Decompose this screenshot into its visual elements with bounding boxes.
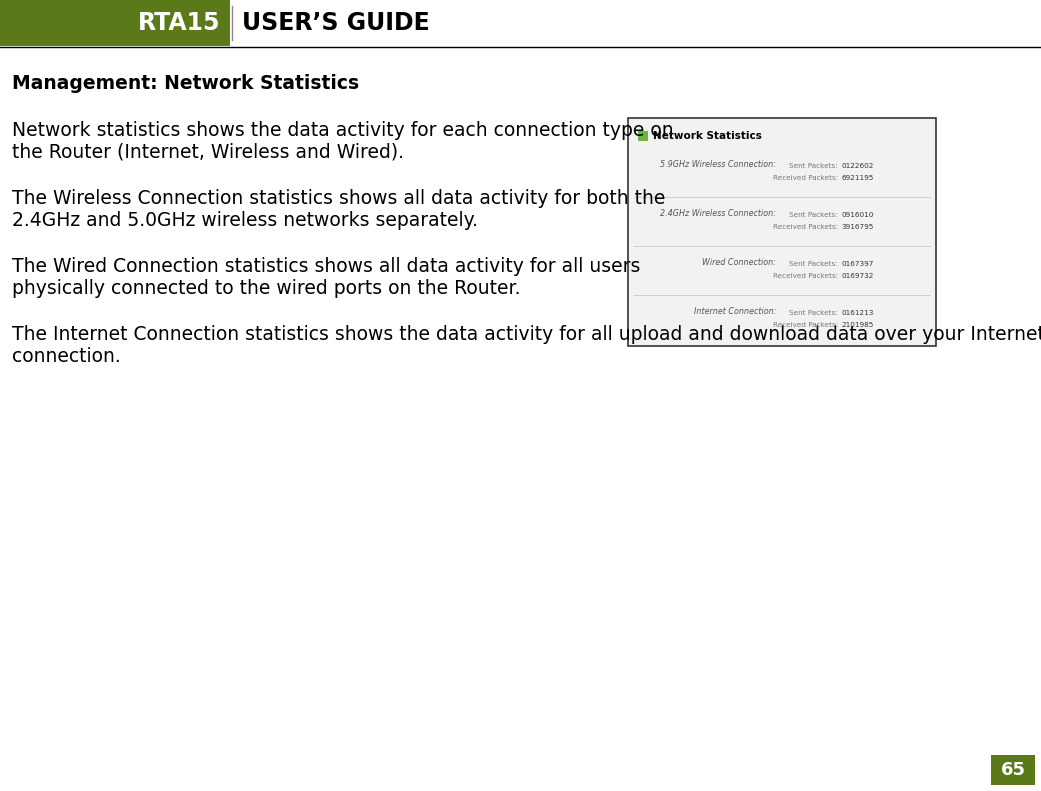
Text: 6921195: 6921195: [841, 175, 873, 181]
Text: Received Packets:: Received Packets:: [772, 175, 838, 181]
Text: 0169732: 0169732: [841, 273, 873, 279]
Text: Wired Connection:: Wired Connection:: [702, 258, 776, 267]
Text: 65: 65: [1000, 761, 1025, 779]
Bar: [991, 755, 1035, 785]
Text: Received Packets:: Received Packets:: [772, 273, 838, 279]
Text: the Router (Internet, Wireless and Wired).: the Router (Internet, Wireless and Wired…: [12, 143, 404, 162]
Bar: [0, 0, 230, 46]
Text: Network Statistics: Network Statistics: [653, 131, 762, 141]
Text: Sent Packets:: Sent Packets:: [789, 212, 838, 218]
Text: The Internet Connection statistics shows the data activity for all upload and do: The Internet Connection statistics shows…: [12, 325, 1041, 344]
Text: Sent Packets:: Sent Packets:: [789, 163, 838, 169]
Text: 0916010: 0916010: [841, 212, 873, 218]
Text: physically connected to the wired ports on the Router.: physically connected to the wired ports …: [12, 279, 520, 298]
Text: 5.9GHz Wireless Connection:: 5.9GHz Wireless Connection:: [660, 160, 776, 168]
Text: Management: Network Statistics: Management: Network Statistics: [12, 74, 359, 93]
Text: 3916795: 3916795: [841, 224, 873, 230]
Text: 2101985: 2101985: [841, 322, 873, 328]
Bar: [628, 118, 936, 346]
Bar: [628, 118, 936, 346]
Bar: [629, 119, 935, 345]
Text: The Wireless Connection statistics shows all data activity for both the: The Wireless Connection statistics shows…: [12, 189, 665, 208]
Text: RTA15: RTA15: [137, 11, 220, 35]
Text: Internet Connection:: Internet Connection:: [693, 307, 776, 316]
Text: 0167397: 0167397: [841, 261, 873, 267]
Text: 2.4GHz Wireless Connection:: 2.4GHz Wireless Connection:: [660, 209, 776, 218]
Text: Received Packets:: Received Packets:: [772, 322, 838, 328]
Text: Sent Packets:: Sent Packets:: [789, 261, 838, 267]
Text: Received Packets:: Received Packets:: [772, 224, 838, 230]
Text: Network statistics shows the data activity for each connection type on: Network statistics shows the data activi…: [12, 121, 674, 140]
Text: connection.: connection.: [12, 347, 121, 366]
Text: The Wired Connection statistics shows all data activity for all users: The Wired Connection statistics shows al…: [12, 257, 640, 276]
Text: 0122602: 0122602: [841, 163, 873, 169]
Text: 0161213: 0161213: [841, 310, 873, 316]
Text: Sent Packets:: Sent Packets:: [789, 310, 838, 316]
Text: 2.4GHz and 5.0GHz wireless networks separately.: 2.4GHz and 5.0GHz wireless networks sepa…: [12, 211, 478, 230]
Text: USER’S GUIDE: USER’S GUIDE: [242, 11, 430, 35]
Bar: [638, 131, 648, 141]
